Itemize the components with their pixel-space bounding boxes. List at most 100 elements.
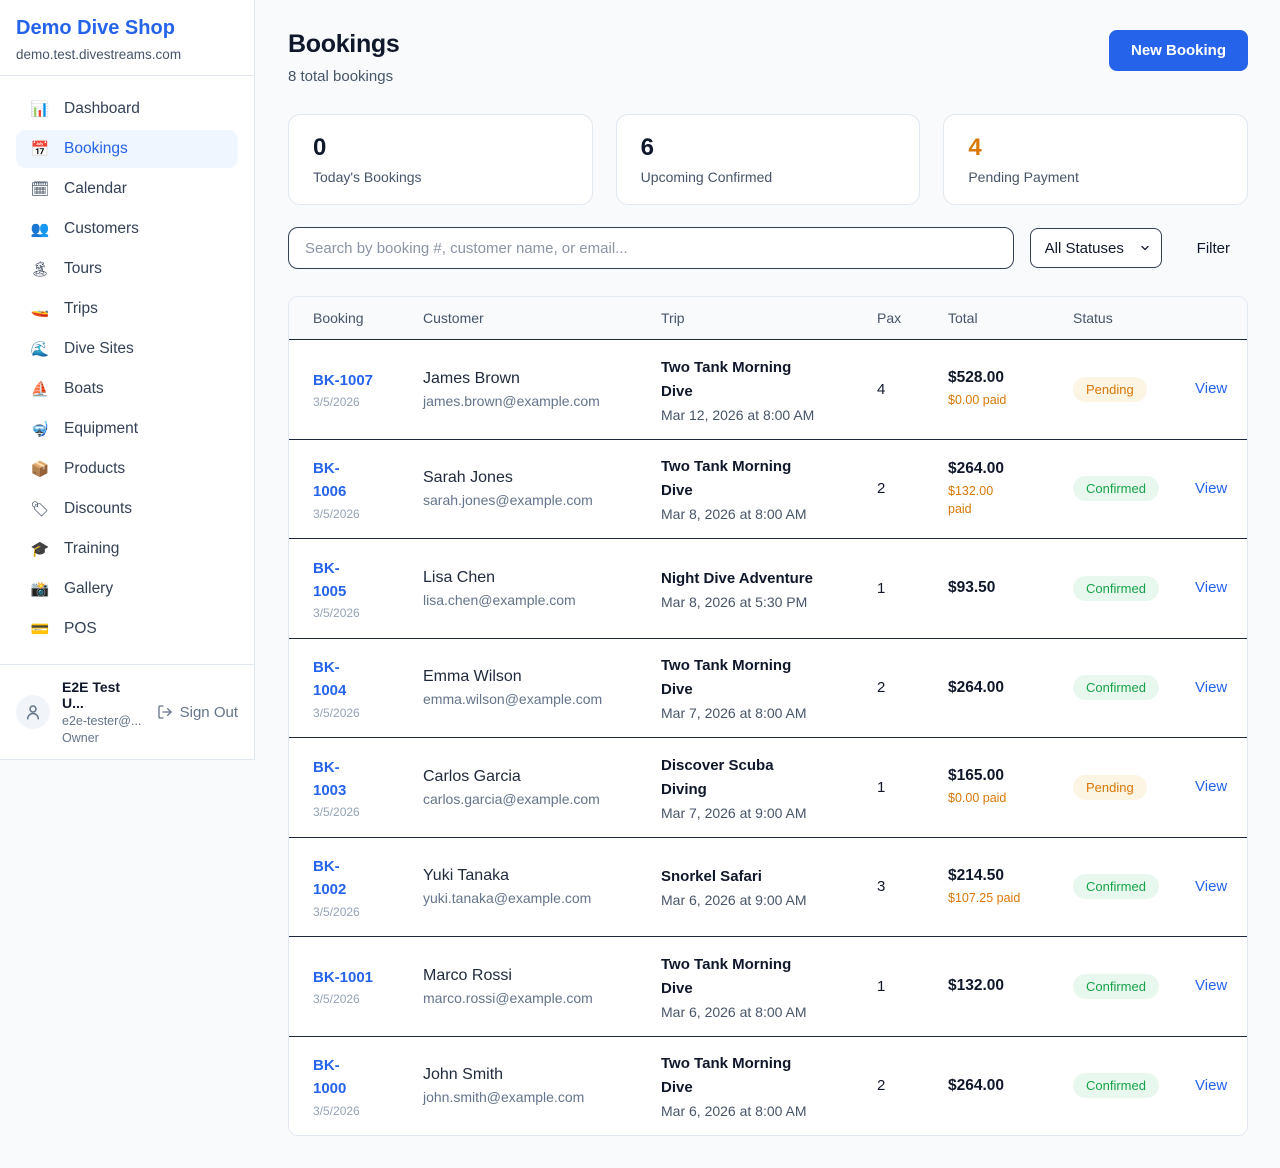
stat-card: 6 Upcoming Confirmed bbox=[615, 114, 921, 205]
pax-value: 2 bbox=[877, 480, 886, 498]
sidebar-item-gallery[interactable]: 📸 Gallery bbox=[16, 570, 238, 608]
view-link[interactable]: View bbox=[1195, 579, 1228, 597]
customer-name: John Smith bbox=[423, 1066, 504, 1084]
package-icon: 📦 bbox=[30, 461, 50, 478]
total-amount: $528.00 bbox=[948, 369, 1005, 387]
sidebar-item-boats[interactable]: ⛵ Boats bbox=[16, 370, 238, 408]
booking-id-link[interactable]: BK- 1002 bbox=[313, 858, 347, 899]
sidebar-item-dive-sites[interactable]: 🌊 Dive Sites bbox=[16, 330, 238, 368]
sidebar-item-customers[interactable]: 👥 Customers bbox=[16, 210, 238, 248]
booking-id-link[interactable]: BK- 1003 bbox=[313, 758, 347, 799]
customer-name: Lisa Chen bbox=[423, 568, 496, 586]
status-badge: Confirmed bbox=[1073, 476, 1159, 502]
column-total: Total bbox=[948, 310, 978, 326]
trip-name: Two Tank Morning Dive bbox=[661, 458, 792, 500]
view-link[interactable]: View bbox=[1195, 977, 1228, 995]
booking-date: 3/5/2026 bbox=[313, 705, 360, 720]
stat-label: Pending Payment bbox=[968, 169, 1079, 185]
total-amount: $264.00 bbox=[948, 459, 1005, 477]
sign-out-button[interactable]: Sign Out bbox=[157, 704, 238, 721]
total-amount: $264.00 bbox=[948, 678, 1005, 696]
sidebar-item-label: Boats bbox=[64, 380, 104, 397]
sidebar-item-tours[interactable]: 🏝 Tours bbox=[16, 250, 238, 288]
booking-id-link[interactable]: BK- 1004 bbox=[313, 659, 347, 700]
sidebar-item-discounts[interactable]: 🏷 Discounts bbox=[16, 490, 238, 528]
trip-datetime: Mar 8, 2026 at 5:30 PM bbox=[661, 593, 808, 610]
sidebar-item-calendar[interactable]: 🗓 Calendar bbox=[16, 170, 238, 208]
sidebar-item-pos[interactable]: 💳 POS bbox=[16, 610, 238, 648]
sidebar-item-label: POS bbox=[64, 620, 97, 637]
trip-name: Two Tank Morning Dive bbox=[661, 1055, 792, 1097]
sidebar-item-dashboard[interactable]: 📊 Dashboard bbox=[16, 90, 238, 128]
stat-value: 0 bbox=[313, 134, 327, 161]
status-badge: Confirmed bbox=[1073, 1073, 1159, 1099]
view-link[interactable]: View bbox=[1195, 1076, 1228, 1094]
status-badge: Confirmed bbox=[1073, 973, 1159, 999]
trip-name: Snorkel Safari bbox=[661, 868, 762, 886]
sidebar-item-trips[interactable]: 🚤 Trips bbox=[16, 290, 238, 328]
customer-email: emma.wilson@example.com bbox=[423, 691, 603, 708]
customer-email: lisa.chen@example.com bbox=[423, 591, 576, 608]
booking-id-link[interactable]: BK- 1006 bbox=[313, 460, 347, 501]
user-role: Owner bbox=[62, 731, 99, 745]
view-link[interactable]: View bbox=[1195, 778, 1228, 796]
sidebar-item-label: Dashboard bbox=[64, 100, 140, 117]
page-header: Bookings 8 total bookings New Booking bbox=[288, 30, 1248, 85]
customer-name: James Brown bbox=[423, 369, 520, 387]
table-header: Booking Customer Trip Pax Total Status bbox=[289, 297, 1247, 339]
table-row: BK- 1006 3/5/2026 Sarah Jones sarah.jone… bbox=[289, 438, 1247, 538]
search-input[interactable] bbox=[288, 227, 1014, 269]
sidebar-item-label: Calendar bbox=[64, 180, 127, 197]
table-row: BK-1007 3/5/2026 James Brown james.brown… bbox=[289, 339, 1247, 439]
booking-id-link[interactable]: BK-1001 bbox=[313, 969, 374, 987]
pax-value: 4 bbox=[877, 380, 886, 398]
total-amount: $132.00 bbox=[948, 977, 1005, 995]
user-section: E2E Test U... e2e-tester@... Owner Sign … bbox=[0, 664, 254, 759]
booking-id-link[interactable]: BK- 1005 bbox=[313, 559, 347, 600]
sidebar-item-products[interactable]: 📦 Products bbox=[16, 450, 238, 488]
column-status: Status bbox=[1073, 310, 1113, 326]
user-name: E2E Test U... bbox=[62, 679, 121, 711]
booking-id-link[interactable]: BK- 1000 bbox=[313, 1057, 347, 1098]
customer-name: Carlos Garcia bbox=[423, 767, 521, 785]
pax-value: 1 bbox=[877, 778, 886, 796]
view-link[interactable]: View bbox=[1195, 479, 1228, 497]
booking-date: 3/5/2026 bbox=[313, 1103, 360, 1118]
booking-id-link[interactable]: BK-1007 bbox=[313, 372, 374, 390]
status-badge: Confirmed bbox=[1073, 874, 1159, 900]
trip-datetime: Mar 7, 2026 at 9:00 AM bbox=[661, 804, 807, 821]
column-pax: Pax bbox=[877, 310, 902, 326]
trip-name: Two Tank Morning Dive bbox=[661, 955, 792, 997]
customer-name: Marco Rossi bbox=[423, 966, 512, 984]
filter-button[interactable]: Filter bbox=[1196, 239, 1230, 257]
total-amount: $93.50 bbox=[948, 579, 996, 597]
filter-row: All Statuses Filter bbox=[288, 227, 1248, 269]
table-body: BK-1007 3/5/2026 James Brown james.brown… bbox=[289, 339, 1247, 1135]
sidebar-item-bookings[interactable]: 📅 Bookings bbox=[16, 130, 238, 168]
customer-email: john.smith@example.com bbox=[423, 1089, 585, 1106]
shop-name: Demo Dive Shop bbox=[16, 17, 175, 39]
booking-date: 3/5/2026 bbox=[313, 395, 360, 410]
sidebar-item-equipment[interactable]: 🤿 Equipment bbox=[16, 410, 238, 448]
user-icon bbox=[27, 705, 39, 720]
total-amount: $214.50 bbox=[948, 866, 1005, 884]
trip-datetime: Mar 6, 2026 at 8:00 AM bbox=[661, 1103, 807, 1120]
stat-label: Today's Bookings bbox=[313, 169, 422, 185]
pax-value: 2 bbox=[877, 679, 886, 697]
sidebar-item-label: Tours bbox=[64, 260, 102, 277]
view-link[interactable]: View bbox=[1195, 678, 1228, 696]
sidebar-item-training[interactable]: 🎓 Training bbox=[16, 530, 238, 568]
page-title: Bookings bbox=[288, 30, 400, 58]
trip-name: Two Tank Morning Dive bbox=[661, 358, 792, 400]
new-booking-button[interactable]: New Booking bbox=[1108, 30, 1248, 71]
table-row: BK- 1000 3/5/2026 John Smith john.smith@… bbox=[289, 1035, 1247, 1135]
status-filter-select[interactable]: All Statuses bbox=[1029, 228, 1162, 268]
view-link[interactable]: View bbox=[1195, 380, 1228, 398]
customer-email: james.brown@example.com bbox=[423, 392, 600, 409]
view-link[interactable]: View bbox=[1195, 877, 1228, 895]
user-info: E2E Test U... e2e-tester@... Owner bbox=[62, 679, 145, 745]
customer-email: carlos.garcia@example.com bbox=[423, 790, 600, 807]
sidebar-item-label: Training bbox=[64, 540, 120, 557]
sign-out-label: Sign Out bbox=[179, 703, 238, 721]
booking-date: 3/5/2026 bbox=[313, 904, 360, 919]
